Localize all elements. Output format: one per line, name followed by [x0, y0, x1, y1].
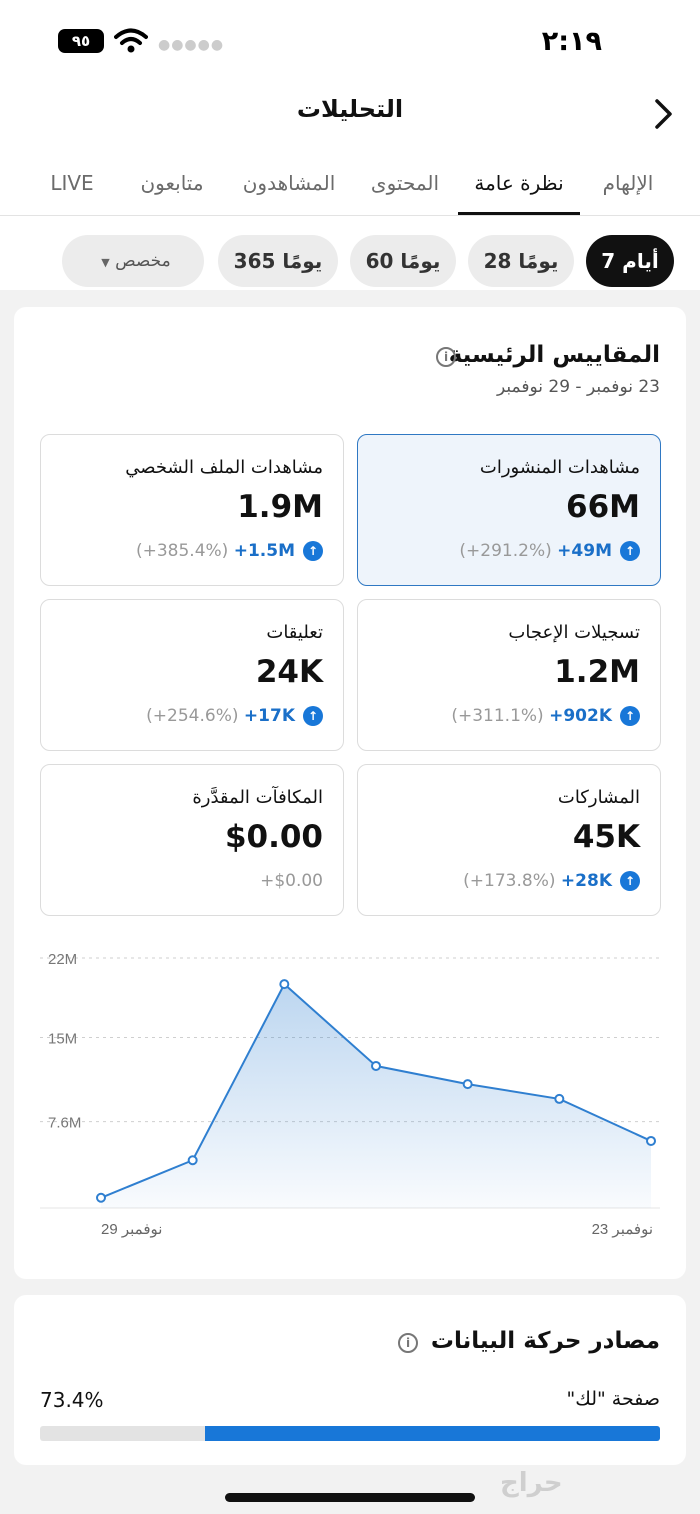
arrow-up-icon: ↑ — [620, 871, 640, 891]
metric-change-percent: (+311.1%) — [451, 706, 544, 726]
metric-change-value: +902K — [549, 706, 612, 726]
metric-label: تعليقات — [266, 622, 323, 643]
metric-value: 66M — [566, 489, 640, 525]
metric-change-percent: (+173.8%) — [463, 871, 556, 891]
traffic-sources-title: مصادر حركة البيانات — [430, 1328, 660, 1354]
chart-point — [462, 1079, 473, 1090]
metric-change-value: +17K — [243, 706, 295, 726]
tab-overview[interactable]: نظرة عامة — [458, 164, 580, 215]
range-365-days[interactable]: 365 يومًا — [218, 235, 338, 287]
key-metrics-title: المقاييس الرئيسية — [448, 342, 660, 368]
metric-value: 1.2M — [554, 654, 640, 690]
metric-value: 1.9M — [237, 489, 323, 525]
metric-change-value: +1.5M — [233, 541, 295, 561]
arrow-up-icon: ↑ — [303, 541, 323, 561]
metric-card-estimated-rewards[interactable]: المكافآت المقدَّرة $0.00 +$0.00 — [40, 764, 344, 916]
info-icon[interactable]: i — [398, 1333, 418, 1353]
home-indicator — [225, 1493, 475, 1502]
range-7-days[interactable]: 7 أيام — [586, 235, 674, 287]
range-custom-label: مخصص — [115, 251, 171, 271]
post-views-chart: 7.6M 15M 22M 23 نوفمبر 29 نوفمبر — [40, 951, 660, 1238]
chart-point — [279, 979, 290, 990]
metric-card-shares[interactable]: المشاركات 45K (+173.8%) +28K ↑ — [357, 764, 661, 916]
metric-label: المشاركات — [557, 787, 640, 808]
metric-change-value: +$0.00 — [260, 871, 323, 891]
chart-y-tick-label: 22M — [48, 951, 77, 968]
range-60-days[interactable]: 60 يومًا — [350, 235, 456, 287]
cellular-signal-icon: ●●●●● — [158, 37, 225, 53]
battery-indicator: ٩٥ — [58, 29, 104, 53]
chart-x-tick-label: 29 نوفمبر — [101, 1221, 162, 1238]
status-time: ٢:١٩ — [541, 26, 602, 57]
chart-point — [646, 1135, 656, 1146]
chart-point — [96, 1192, 106, 1203]
metric-label: المكافآت المقدَّرة — [192, 787, 323, 808]
metric-card-post-views[interactable]: مشاهدات المنشورات 66M (+291.2%) +49M ↑ — [357, 434, 661, 586]
traffic-source-label: صفحة "لك" — [566, 1388, 660, 1410]
chart-x-tick-label: 23 نوفمبر — [592, 1221, 653, 1238]
tab-inspiration[interactable]: الإلهام — [602, 171, 654, 195]
wifi-icon — [114, 28, 148, 53]
metric-change-percent: (+291.2%) — [459, 541, 552, 561]
page-title: التحليلات — [296, 95, 404, 123]
metric-card-profile-views[interactable]: مشاهدات الملف الشخصي 1.9M (+385.4%) +1.5… — [40, 434, 344, 586]
metric-label: تسجيلات الإعجاب — [508, 622, 640, 643]
metric-card-comments[interactable]: تعليقات 24K (+254.6%) +17K ↑ — [40, 599, 344, 751]
metric-card-likes[interactable]: تسجيلات الإعجاب 1.2M (+311.1%) +902K ↑ — [357, 599, 661, 751]
tab-content[interactable]: المحتوى — [370, 171, 440, 195]
metric-change-percent: (+385.4%) — [135, 541, 229, 561]
arrow-up-icon: ↑ — [303, 706, 323, 726]
back-chevron-icon[interactable] — [652, 98, 674, 130]
chart-point — [371, 1060, 381, 1071]
metric-change-percent: (+254.6%) — [146, 706, 239, 726]
arrow-up-icon: ↑ — [620, 706, 640, 726]
metric-change: (+254.6%) +17K ↑ — [146, 706, 323, 726]
info-icon[interactable]: i — [436, 347, 456, 367]
metric-value: 24K — [255, 654, 323, 690]
metric-change: (+173.8%) +28K ↑ — [463, 871, 640, 891]
watermark: حراج — [500, 1468, 563, 1498]
arrow-up-icon: ↑ — [620, 541, 640, 561]
chart-y-tick-label: 7.6M — [48, 1115, 81, 1132]
traffic-source-bar-fill — [204, 1426, 660, 1441]
metric-change-value: +49M — [557, 541, 612, 561]
chart-point — [554, 1093, 565, 1104]
metric-change-value: +28K — [560, 871, 612, 891]
chart-area-fill — [101, 984, 651, 1208]
date-range: 23 نوفمبر - 29 نوفمبر — [497, 377, 660, 397]
metric-value: 45K — [572, 819, 640, 855]
caret-down-icon: ▼ — [101, 256, 110, 269]
range-28-days[interactable]: 28 يومًا — [468, 235, 574, 287]
metric-label: مشاهدات المنشورات — [479, 457, 640, 478]
metric-change: (+311.1%) +902K ↑ — [451, 706, 640, 726]
tab-viewers[interactable]: المشاهدون — [242, 171, 336, 195]
traffic-source-percent: 73.4% — [40, 1388, 104, 1412]
range-custom-dropdown[interactable]: ▼ مخصص — [62, 235, 204, 287]
tab-bar: الإلهام نظرة عامة المحتوى المشاهدون متاب… — [0, 164, 700, 216]
metric-label: مشاهدات الملف الشخصي — [125, 457, 323, 478]
chart-point — [187, 1155, 198, 1166]
metric-value: $0.00 — [224, 819, 323, 855]
chart-y-tick-label: 15M — [48, 1031, 77, 1048]
metric-change: +$0.00 — [260, 871, 323, 891]
metric-change: (+385.4%) +1.5M ↑ — [136, 541, 323, 561]
traffic-source-bar — [40, 1426, 660, 1441]
metric-change: (+291.2%) +49M ↑ — [459, 541, 640, 561]
tab-followers[interactable]: متابعون — [140, 171, 204, 195]
tab-live[interactable]: LIVE — [50, 171, 94, 195]
